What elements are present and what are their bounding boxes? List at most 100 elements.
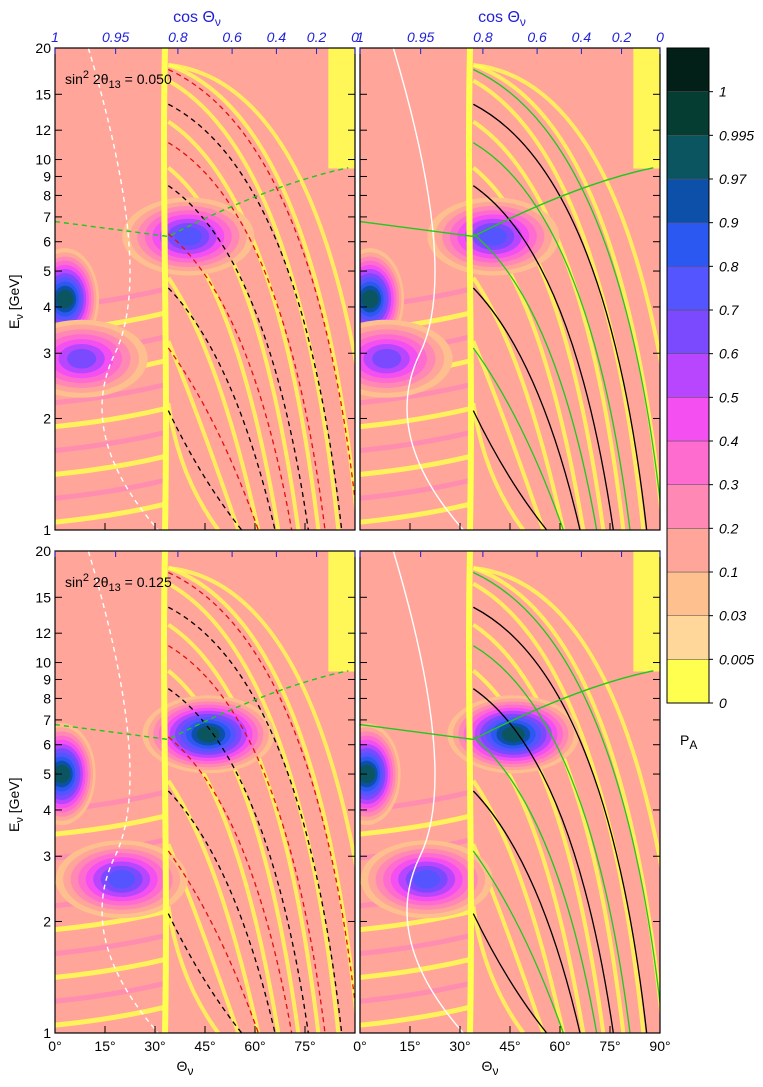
heatmap-band xyxy=(360,453,471,477)
top-tick-label: 0.95 xyxy=(407,29,434,45)
y-tick-label: 8 xyxy=(43,690,51,706)
top-tick-label: 0 xyxy=(351,29,359,45)
colorbar-tick-label: 0.8 xyxy=(719,258,739,274)
colorbar-tick-label: 0.6 xyxy=(719,346,739,362)
top-axis-title: cos Θν xyxy=(173,9,221,29)
heatmap-band xyxy=(472,581,646,1033)
overlay-curve xyxy=(473,68,660,506)
heatmap-band xyxy=(473,62,660,368)
heatmap-band xyxy=(471,402,525,530)
overlay-curve xyxy=(167,850,259,1033)
heatmap-band xyxy=(55,980,166,1004)
heatmap-background xyxy=(360,48,660,530)
colorbar-swatch xyxy=(666,571,710,616)
overlay-curve xyxy=(168,571,355,1009)
y-tick-label: 7 xyxy=(43,209,51,225)
y-tick-label: 4 xyxy=(43,299,51,315)
heatmap-band xyxy=(55,956,166,980)
heatmap-band xyxy=(167,78,341,530)
heatmap-band xyxy=(55,813,166,837)
overlay-curve xyxy=(168,68,355,506)
y-tick-label: 3 xyxy=(43,848,51,864)
heatmap-band xyxy=(471,779,566,1033)
top-tick-label: 0.8 xyxy=(473,29,493,45)
heatmap-background xyxy=(360,551,660,1033)
heatmap-band xyxy=(472,669,606,1033)
heatmap-band xyxy=(473,565,660,871)
y-tick-label: 12 xyxy=(35,625,51,641)
x-tick-label: 60° xyxy=(244,1038,265,1054)
x-tick-label: 60° xyxy=(549,1038,570,1054)
overlay-curve xyxy=(167,185,309,530)
heatmap-band xyxy=(360,933,471,956)
heatmap-band xyxy=(55,430,166,453)
panel-top-right: 1 0.95 0.8 0.6 0.4 0.2 0 cos Θν xyxy=(356,9,664,531)
heatmap-band xyxy=(360,909,471,933)
heatmap-band xyxy=(360,430,471,453)
x-tick-label: 90° xyxy=(649,1038,670,1054)
colorbar-tick-label: 0.005 xyxy=(719,651,754,667)
colorbar-tick-label: 0.2 xyxy=(719,520,739,536)
overlay-curve-white xyxy=(392,551,464,1033)
overlay-curve xyxy=(167,688,309,1033)
x-tick-label: 15° xyxy=(94,1038,115,1054)
overlay-curve xyxy=(473,606,648,1033)
y-tick-label: 6 xyxy=(43,737,51,753)
y-tick-label: 1 xyxy=(43,1025,51,1041)
overlay-curve xyxy=(472,185,614,530)
overlay-curve xyxy=(167,913,243,1033)
heatmap-band xyxy=(55,453,166,477)
y-tick-label: 10 xyxy=(35,655,51,671)
heatmap-band xyxy=(167,623,321,1033)
colorbar-tick-label: 0.97 xyxy=(719,171,747,187)
heatmap-band xyxy=(55,406,166,430)
colorbar: 0 0.005 0.03 0.1 0.2 0.3 0.4 0.5 0.6 0.7 0.8 0.9 0.9… xyxy=(666,47,754,752)
overlay-curve xyxy=(472,347,564,530)
overlay-curve xyxy=(473,142,631,530)
overlay-curve xyxy=(472,736,598,1033)
heatmap-band xyxy=(55,933,166,956)
overlay-curve-green xyxy=(55,670,349,741)
overlay-curve-green xyxy=(360,670,654,741)
top-tick-label: 1 xyxy=(51,29,59,45)
y-tick-label: 1 xyxy=(43,522,51,538)
x-tick-label: 75° xyxy=(599,1038,620,1054)
x-tick-label: 45° xyxy=(194,1038,215,1054)
colorbar-tick-label: 0.1 xyxy=(719,564,738,580)
overlay-curve xyxy=(167,233,293,530)
heatmap-band xyxy=(166,402,220,530)
colorbar-swatch xyxy=(666,309,710,354)
heatmap-peak-level xyxy=(372,348,402,369)
heatmap-peak-level xyxy=(196,726,220,743)
top-tick-label: 0.95 xyxy=(102,29,129,45)
overlay-curve xyxy=(168,645,326,1033)
overlay-curve xyxy=(168,142,326,530)
overlay-curve xyxy=(167,736,293,1033)
overlay-curve xyxy=(473,571,660,1009)
colorbar-swatch xyxy=(666,222,710,267)
heatmap-peak-level xyxy=(108,870,136,889)
top-tick-label: 0.2 xyxy=(307,29,327,45)
y-tick-label: 5 xyxy=(43,263,51,279)
colorbar-tick-label: 1 xyxy=(719,84,727,100)
colorbar-swatch xyxy=(666,528,710,573)
heatmap-band xyxy=(167,120,321,530)
colorbar-tick-label: 0.5 xyxy=(719,389,739,405)
overlay-curve xyxy=(472,688,614,1033)
heatmap-peak-level xyxy=(413,870,441,889)
heatmap-band xyxy=(360,382,471,406)
y-tick-label: 12 xyxy=(35,122,51,138)
x-tick-label: 0° xyxy=(48,1038,61,1054)
heatmap-band xyxy=(167,669,301,1033)
overlay-curve xyxy=(167,347,259,530)
x-tick-label: 30° xyxy=(144,1038,165,1054)
heatmap-band xyxy=(472,623,626,1033)
overlay-curve xyxy=(472,233,598,530)
y-tick-label: 20 xyxy=(35,40,51,56)
y-tick-label: 20 xyxy=(35,543,51,559)
core-boundary-ridge xyxy=(161,551,169,1033)
colorbar-swatch xyxy=(666,484,710,529)
y-tick-label: 8 xyxy=(43,187,51,203)
